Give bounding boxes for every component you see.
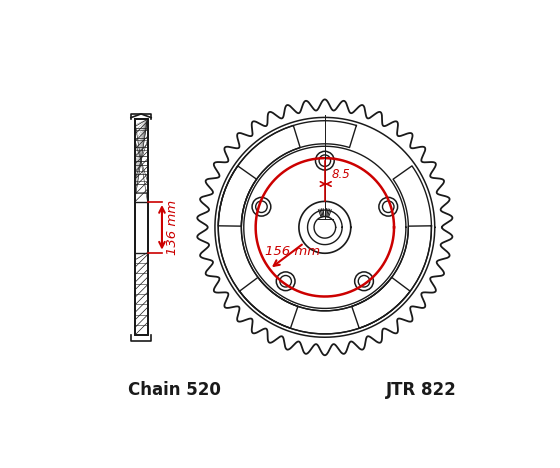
Circle shape [276, 272, 295, 291]
Text: Chain 520: Chain 520 [128, 380, 221, 399]
Text: 136 mm: 136 mm [166, 200, 179, 255]
Circle shape [354, 272, 374, 291]
Circle shape [358, 276, 370, 287]
Text: 8.5: 8.5 [332, 168, 350, 181]
Circle shape [379, 197, 398, 216]
Circle shape [319, 155, 330, 167]
Text: JTR 822: JTR 822 [386, 380, 456, 399]
Circle shape [382, 201, 394, 212]
Circle shape [280, 276, 291, 287]
Circle shape [252, 197, 271, 216]
Circle shape [256, 201, 267, 212]
Circle shape [315, 151, 334, 170]
Text: 156 mm: 156 mm [265, 245, 320, 258]
